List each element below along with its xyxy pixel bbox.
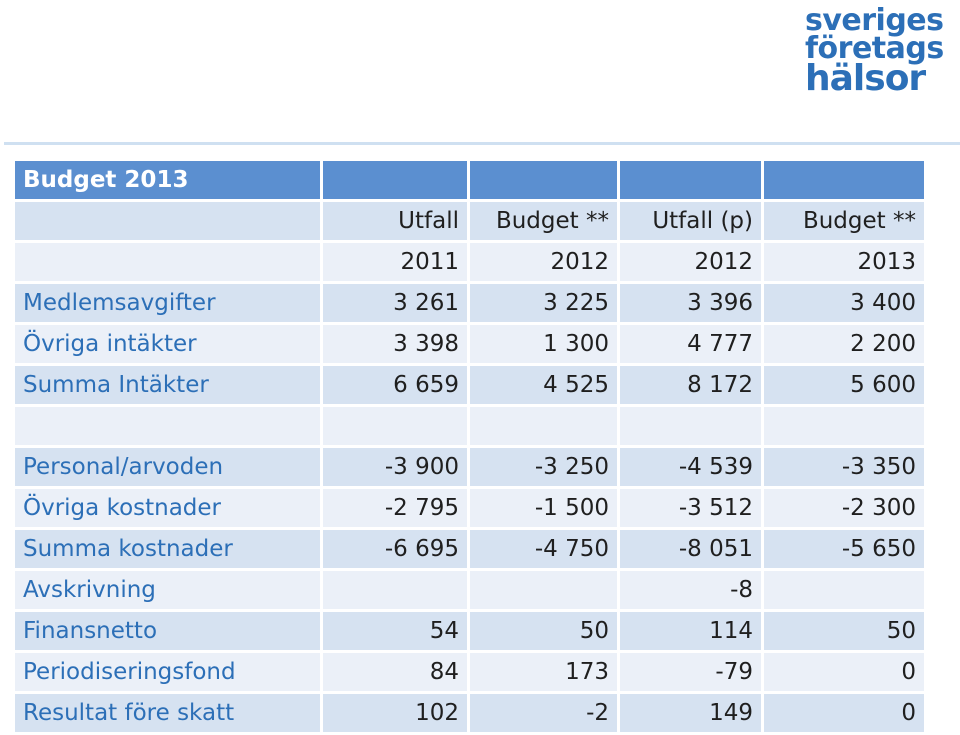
row-value: -3 900 bbox=[323, 448, 467, 486]
row-value bbox=[470, 407, 617, 445]
row-value: 1 300 bbox=[470, 325, 617, 363]
table-title: Budget 2013 bbox=[15, 161, 320, 199]
table-row: Summa kostnader -6 695 -4 750 -8 051 -5 650 bbox=[15, 530, 924, 568]
row-value bbox=[764, 407, 924, 445]
logo-word-3: hälsor bbox=[805, 58, 926, 99]
row-value bbox=[470, 571, 617, 609]
row-value: -4 750 bbox=[470, 530, 617, 568]
row-value: -3 512 bbox=[620, 489, 761, 527]
row-label: Summa kostnader bbox=[15, 530, 320, 568]
title-empty-cell bbox=[764, 161, 924, 199]
budget-table: Budget 2013 Utfall Budget ** Utfall (p) … bbox=[12, 158, 927, 735]
row-value: 54 bbox=[323, 612, 467, 650]
row-value: -4 539 bbox=[620, 448, 761, 486]
row-value bbox=[764, 571, 924, 609]
row-value: 50 bbox=[764, 612, 924, 650]
row-value: -8 051 bbox=[620, 530, 761, 568]
table-row: Summa Intäkter 6 659 4 525 8 172 5 600 bbox=[15, 366, 924, 404]
year-header-empty bbox=[15, 243, 320, 281]
table-row: Övriga kostnader -2 795 -1 500 -3 512 -2 300 bbox=[15, 489, 924, 527]
row-label: Resultat före skatt bbox=[15, 694, 320, 732]
row-value bbox=[620, 407, 761, 445]
table-row: Personal/arvoden -3 900 -3 250 -4 539 -3 350 bbox=[15, 448, 924, 486]
logo-word-2: företags bbox=[805, 31, 944, 66]
row-value bbox=[323, 407, 467, 445]
row-value: 5 600 bbox=[764, 366, 924, 404]
year-header: 2012 bbox=[620, 243, 761, 281]
row-label: Periodiseringsfond bbox=[15, 653, 320, 691]
title-empty-cell bbox=[620, 161, 761, 199]
logo-word-1: sveriges bbox=[805, 3, 944, 38]
title-empty-cell bbox=[323, 161, 467, 199]
row-value: 6 659 bbox=[323, 366, 467, 404]
row-value: 102 bbox=[323, 694, 467, 732]
row-value: -3 350 bbox=[764, 448, 924, 486]
row-value: 3 225 bbox=[470, 284, 617, 322]
table-row bbox=[15, 407, 924, 445]
row-value: 4 777 bbox=[620, 325, 761, 363]
row-label: Personal/arvoden bbox=[15, 448, 320, 486]
row-value: 3 400 bbox=[764, 284, 924, 322]
table-row: Periodiseringsfond 84 173 -79 0 bbox=[15, 653, 924, 691]
row-label: Övriga kostnader bbox=[15, 489, 320, 527]
table-row: Resultat före skatt 102 -2 149 0 bbox=[15, 694, 924, 732]
row-value: 0 bbox=[764, 694, 924, 732]
title-empty-cell bbox=[470, 161, 617, 199]
row-value: 0 bbox=[764, 653, 924, 691]
row-value: 4 525 bbox=[470, 366, 617, 404]
row-value: 2 200 bbox=[764, 325, 924, 363]
column-header: Budget ** bbox=[470, 202, 617, 240]
row-value bbox=[323, 571, 467, 609]
header-divider bbox=[4, 142, 960, 145]
row-value: -8 bbox=[620, 571, 761, 609]
row-value: -2 bbox=[470, 694, 617, 732]
row-label: Avskrivning bbox=[15, 571, 320, 609]
row-value: -1 500 bbox=[470, 489, 617, 527]
budget-table-body: Budget 2013 Utfall Budget ** Utfall (p) … bbox=[15, 161, 924, 732]
row-value: 149 bbox=[620, 694, 761, 732]
year-header-row: 2011 2012 2012 2013 bbox=[15, 243, 924, 281]
row-value: -5 650 bbox=[764, 530, 924, 568]
row-value: -79 bbox=[620, 653, 761, 691]
row-value: -6 695 bbox=[323, 530, 467, 568]
sveriges-foretagshalsor-logo: sveriges företags hälsor bbox=[805, 6, 950, 97]
row-value: -3 250 bbox=[470, 448, 617, 486]
year-header: 2012 bbox=[470, 243, 617, 281]
column-header-row: Utfall Budget ** Utfall (p) Budget ** bbox=[15, 202, 924, 240]
table-row: Övriga intäkter 3 398 1 300 4 777 2 200 bbox=[15, 325, 924, 363]
row-label: Summa Intäkter bbox=[15, 366, 320, 404]
column-header-empty bbox=[15, 202, 320, 240]
table-title-row: Budget 2013 bbox=[15, 161, 924, 199]
year-header: 2013 bbox=[764, 243, 924, 281]
row-label: Finansnetto bbox=[15, 612, 320, 650]
row-label bbox=[15, 407, 320, 445]
row-value: -2 300 bbox=[764, 489, 924, 527]
table-row: Finansnetto 54 50 114 50 bbox=[15, 612, 924, 650]
row-value: 3 396 bbox=[620, 284, 761, 322]
row-value: 114 bbox=[620, 612, 761, 650]
row-value: 173 bbox=[470, 653, 617, 691]
table-row: Avskrivning -8 bbox=[15, 571, 924, 609]
row-value: 50 bbox=[470, 612, 617, 650]
row-value: 3 398 bbox=[323, 325, 467, 363]
row-label: Övriga intäkter bbox=[15, 325, 320, 363]
column-header: Budget ** bbox=[764, 202, 924, 240]
row-value: -2 795 bbox=[323, 489, 467, 527]
column-header: Utfall (p) bbox=[620, 202, 761, 240]
row-value: 3 261 bbox=[323, 284, 467, 322]
row-value: 84 bbox=[323, 653, 467, 691]
column-header: Utfall bbox=[323, 202, 467, 240]
table-row: Medlemsavgifter 3 261 3 225 3 396 3 400 bbox=[15, 284, 924, 322]
row-value: 8 172 bbox=[620, 366, 761, 404]
year-header: 2011 bbox=[323, 243, 467, 281]
row-label: Medlemsavgifter bbox=[15, 284, 320, 322]
